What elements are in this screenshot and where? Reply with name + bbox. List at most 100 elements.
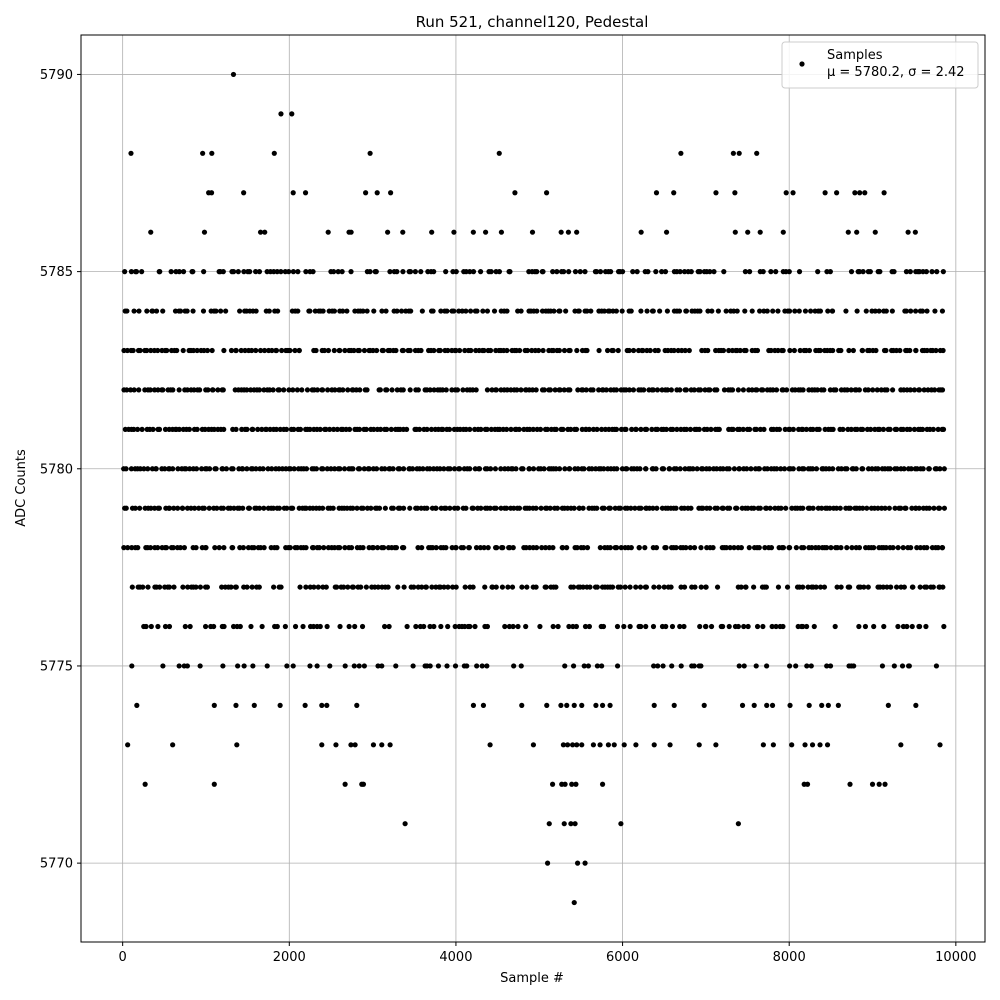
data-point (778, 466, 784, 472)
y-tick-label: 5785 (40, 265, 73, 280)
data-point (241, 269, 247, 275)
data-point (454, 387, 461, 393)
data-point (273, 347, 280, 354)
data-point (427, 466, 433, 472)
data-point (244, 584, 250, 590)
data-point (768, 347, 774, 354)
data-point (401, 505, 407, 511)
data-point (908, 308, 914, 314)
data-point (618, 545, 624, 551)
data-point (209, 347, 215, 354)
data-point (763, 505, 770, 511)
data-point (191, 505, 198, 511)
x-axis-label: Sample # (500, 971, 564, 986)
data-point (617, 505, 624, 511)
data-point (385, 584, 391, 590)
data-point (201, 269, 207, 275)
data-point (743, 347, 749, 354)
data-point (596, 387, 602, 393)
data-point (605, 742, 612, 748)
data-point (230, 623, 237, 630)
data-point (320, 505, 326, 511)
data-point (627, 584, 633, 590)
data-point (698, 584, 704, 590)
data-point (307, 426, 313, 432)
data-point (764, 702, 770, 708)
data-point (537, 426, 544, 432)
data-point (488, 426, 494, 432)
data-point (401, 545, 407, 551)
data-point (310, 623, 317, 630)
data-point (862, 623, 869, 630)
data-point (231, 505, 237, 511)
data-point (368, 505, 374, 511)
data-point (824, 663, 830, 669)
data-point (162, 466, 168, 472)
data-point (916, 505, 922, 511)
data-point (160, 308, 166, 314)
data-point (235, 269, 241, 275)
data-point (690, 466, 696, 472)
data-point (294, 387, 300, 393)
data-point (460, 545, 467, 551)
data-point (122, 269, 128, 275)
data-point (742, 269, 748, 275)
data-point (340, 387, 346, 393)
data-point (323, 426, 329, 432)
data-point (694, 466, 700, 472)
data-point (567, 347, 573, 354)
data-point (621, 742, 627, 748)
data-point (194, 347, 200, 354)
data-point (597, 545, 603, 551)
data-point (310, 545, 317, 551)
data-point (183, 466, 189, 472)
data-point (574, 742, 580, 748)
data-point (792, 308, 798, 314)
data-point (764, 466, 770, 472)
data-point (342, 663, 348, 669)
data-point (496, 150, 502, 156)
data-point (350, 466, 356, 472)
data-point (760, 269, 766, 275)
data-point (890, 387, 896, 393)
data-point (190, 269, 196, 275)
data-point (540, 269, 546, 275)
data-point (895, 623, 901, 630)
data-point (748, 466, 754, 472)
data-point (934, 269, 940, 275)
data-point (170, 387, 176, 393)
data-point (221, 623, 227, 630)
data-point (887, 466, 893, 472)
data-point (780, 347, 786, 354)
data-point (671, 347, 677, 354)
data-point (493, 505, 499, 511)
data-point (754, 347, 761, 354)
data-point (431, 269, 437, 275)
data-point (312, 308, 318, 314)
data-point (452, 623, 458, 630)
data-point (879, 663, 886, 669)
data-point (250, 663, 256, 669)
data-point (654, 505, 660, 511)
data-point (924, 308, 930, 314)
data-point (926, 466, 932, 472)
data-point (664, 387, 671, 393)
data-point (590, 742, 597, 748)
data-point (609, 584, 616, 590)
data-point (137, 505, 143, 511)
data-point (281, 387, 287, 393)
data-point (193, 466, 200, 472)
data-point (125, 742, 131, 748)
data-point (187, 623, 193, 630)
data-point (209, 150, 215, 156)
data-point (498, 505, 504, 511)
data-point (599, 781, 606, 787)
data-point (410, 466, 416, 472)
data-point (137, 466, 143, 472)
data-point (197, 663, 203, 669)
data-point (348, 229, 354, 235)
data-point (463, 308, 469, 314)
data-point (614, 466, 620, 472)
data-point (769, 702, 776, 708)
data-point (376, 505, 383, 511)
